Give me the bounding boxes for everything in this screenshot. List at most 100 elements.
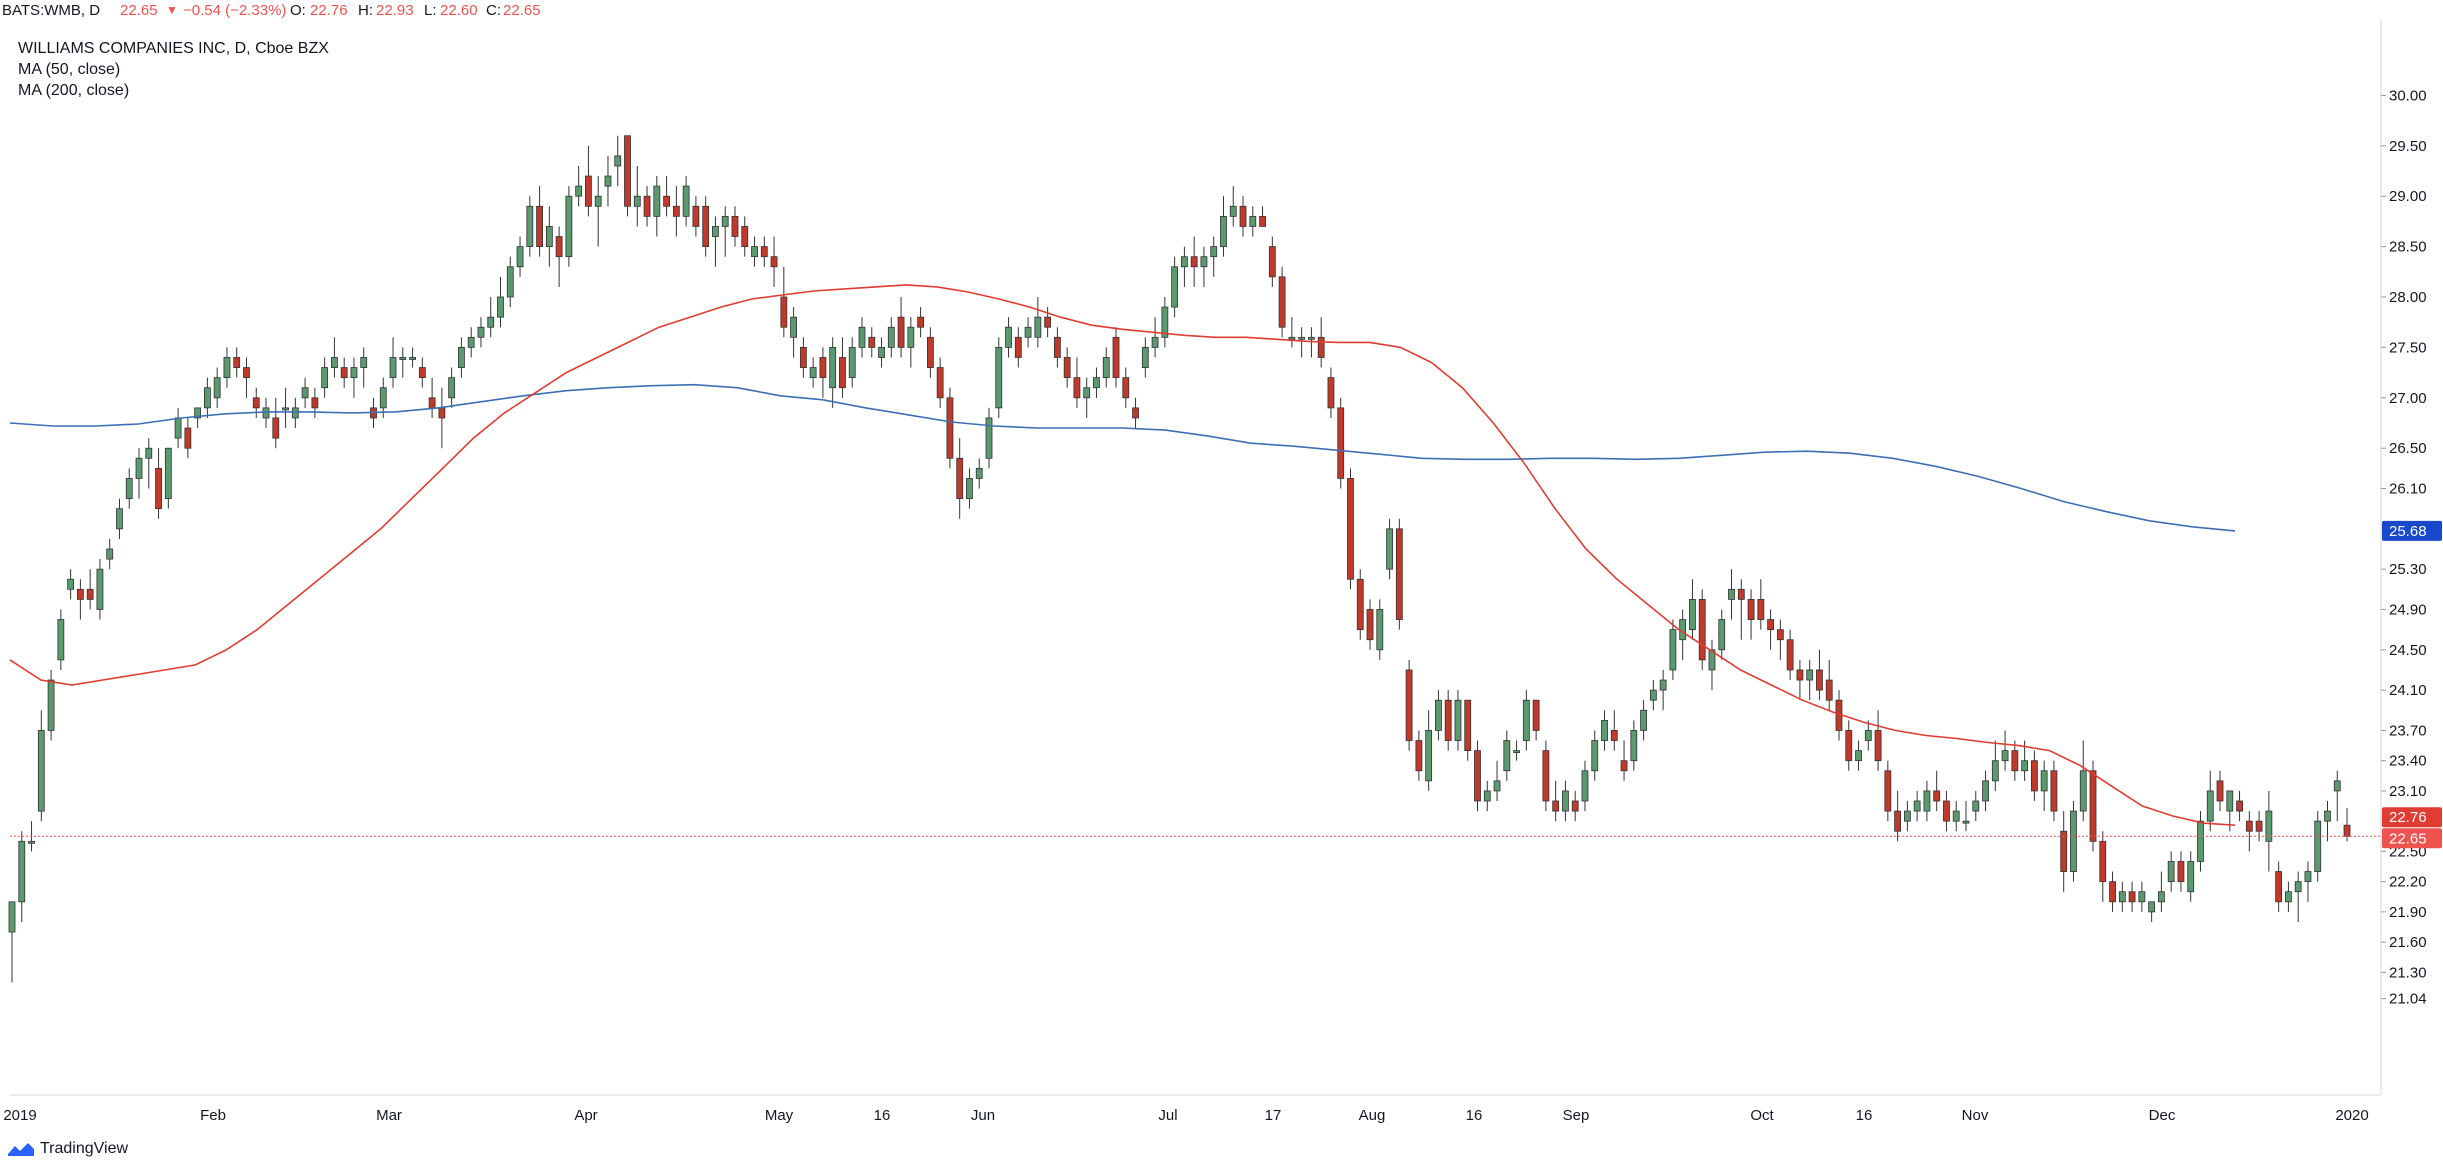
candle-body [1542,750,1550,802]
price-tick-label: 23.40 [2389,753,2427,770]
candle-body [633,195,641,207]
candle-body [2060,830,2068,872]
candle-body [28,840,35,844]
candle-body [379,387,387,409]
candle-body [2187,861,2195,893]
candle-body [1689,599,1696,631]
candle-body [1894,810,1902,832]
candle-body [203,387,211,409]
candle-body [1640,709,1647,731]
candle-body [575,185,583,197]
candle-body [1356,578,1364,631]
time-tick-label: Nov [1962,1107,1989,1124]
candle-body [1308,336,1315,340]
candle-body [1952,810,1960,822]
candle-body [1044,316,1052,328]
candle-body [448,377,456,399]
candle-body [829,346,837,389]
ma200-line [9,383,2236,532]
candle-body [37,730,45,812]
candle-body [1337,407,1345,479]
tradingview-brand: TradingView [40,1140,129,1157]
candle-body [1034,316,1042,338]
time-tick-label: Jun [971,1107,995,1124]
open-value: 22.76 [310,2,348,19]
time-tick-label: Aug [1359,1107,1386,1124]
candle-body [780,296,788,328]
candle-body [1278,276,1286,328]
candle-body [1024,326,1032,338]
candle-body [770,256,778,268]
candle-body [1464,699,1472,752]
candle-body [487,316,495,328]
candle-body [643,195,651,217]
candle-body [682,185,690,217]
price-tick-label: 25.30 [2389,561,2427,578]
candle-body [839,357,846,389]
instrument-title: WILLIAMS COMPANIES INC, D, Cboe BZX [18,40,329,57]
candle-body [760,246,768,258]
candle-body [799,346,807,368]
candle-body [1669,629,1677,671]
candle-body [2216,780,2224,802]
axis-price-label-bg [2382,807,2442,828]
candle-body [741,226,749,248]
candle-body [1806,669,1814,681]
candle-body [301,387,309,399]
candle-body [1190,256,1198,268]
candle-body [2157,891,2165,903]
candle-body [291,407,299,419]
candle-body [1474,750,1481,802]
candle-body [1796,669,1804,681]
candle-body [213,377,221,399]
candle-body [1454,699,1462,741]
candle-body [438,407,446,419]
candle-body [809,367,817,379]
candle-body [672,205,680,217]
candle-body [1532,699,1540,731]
tradingview-footer[interactable]: TradingView [6,1140,128,1158]
candle-body [2265,810,2273,842]
candle-body [526,205,534,247]
candle-body [399,357,407,360]
price-tick-label: 24.10 [2389,682,2427,699]
candle-body [2089,770,2097,842]
candle-body [956,457,964,499]
candle-body [1102,357,1110,379]
time-tick-label: 16 [1856,1107,1873,1124]
candle-body [731,215,739,237]
time-tick-label: 16 [874,1107,891,1124]
price-tick-label: 26.50 [2389,440,2427,457]
low-label: L: [424,2,437,19]
candle-body [2236,800,2243,812]
candle-body [2138,891,2146,903]
candle-body [155,467,162,510]
candle-body [2333,780,2341,792]
candle-body [2070,810,2077,872]
ma200-legend[interactable]: MA (200, close) [18,82,130,99]
candle-body [1161,306,1169,338]
time-tick-label: 2020 [2335,1107,2368,1124]
candle-body [2304,871,2312,883]
candle-body [1933,790,1941,802]
axis-price-label-bg [2382,828,2442,849]
candle-body [2294,881,2302,893]
high-value: 22.93 [376,2,414,19]
candle-body [790,316,797,338]
candle-body [2197,820,2204,862]
candle-body [2109,881,2116,903]
candle-body [340,367,348,379]
candle-body [1571,800,1579,812]
price-tick-label: 23.10 [2389,783,2427,800]
candle-body [946,397,954,459]
candle-body [1630,730,1638,762]
ma50-legend[interactable]: MA (50, close) [18,61,121,78]
tradingview-logo-icon [8,1143,34,1156]
price-tick-label: 24.50 [2389,642,2427,659]
time-tick-label: Oct [1750,1107,1774,1124]
candle-body [2206,790,2214,822]
candle-body [1483,790,1491,802]
candle-body [1268,246,1276,278]
candle-body [2040,770,2048,792]
